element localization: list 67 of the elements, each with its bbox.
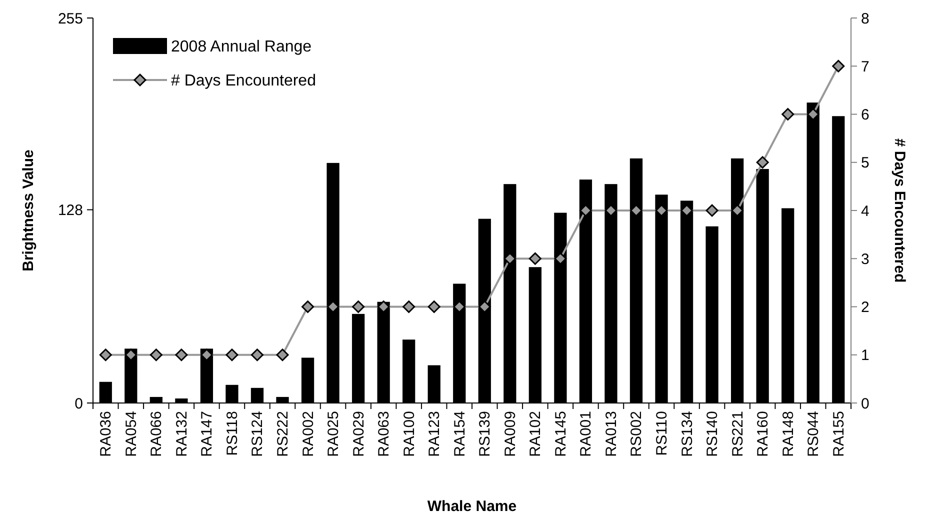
point (756, 156, 769, 169)
y2-tick-label: 5 (861, 154, 870, 172)
y-axis-title: Brightness Value (20, 150, 37, 272)
point (402, 300, 416, 313)
point (832, 60, 845, 72)
x-tick-label: RA155 (830, 411, 848, 457)
point (377, 300, 390, 313)
point (326, 300, 340, 313)
x-tick-label: RS044 (805, 411, 822, 457)
y-tick-label: 128 (58, 202, 83, 219)
point (528, 252, 542, 265)
x-tick-label: RS222 (274, 411, 292, 457)
x-tick-label: RA036 (98, 411, 115, 457)
x-tick-label: RA132 (173, 411, 190, 457)
x-axis-title: Whale Name (427, 498, 517, 515)
x-tick-label: RA001 (578, 411, 595, 457)
point (428, 300, 440, 313)
x-tick-label: RS110 (654, 411, 670, 456)
x-tick-label: RS221 (729, 411, 746, 457)
x-tick-label: RA025 (325, 411, 342, 457)
point (99, 348, 112, 362)
y-tick-label: 0 (74, 395, 83, 412)
point (302, 300, 314, 313)
point (806, 108, 820, 120)
x-tick-label: RS139 (476, 411, 494, 457)
x-tick-label: RA066 (148, 411, 166, 457)
point (478, 300, 491, 313)
x-tick-label: RA160 (754, 411, 772, 457)
point (276, 348, 289, 362)
y2-tick-label: 6 (861, 106, 870, 124)
point (352, 300, 365, 313)
y2-tick-label: 2 (861, 299, 870, 316)
point (226, 348, 238, 362)
y2-tick-label: 8 (861, 10, 870, 28)
legend-label: # Days Encountered (171, 72, 316, 90)
x-tick-label: RA054 (122, 411, 140, 457)
y2-tick-label: 0 (861, 395, 870, 412)
x-tick-label: RA009 (502, 411, 519, 457)
x-tick-label: RA148 (780, 411, 797, 457)
point (782, 108, 794, 120)
x-tick-label: RA013 (602, 411, 620, 457)
y-tick-label: 255 (58, 10, 83, 28)
legend-label: 2008 Annual Range (171, 38, 312, 56)
point (175, 348, 188, 362)
x-tick-label: RA063 (376, 411, 393, 457)
x-tick-label: RS118 (224, 411, 241, 456)
y2-tick-label: 3 (861, 250, 870, 268)
x-tick-label: RA102 (527, 411, 544, 457)
point (706, 204, 718, 217)
x-tick-label: RA002 (300, 411, 317, 457)
y2-axis-title: # Days Encountered (891, 138, 908, 283)
x-tick-label: RS002 (628, 411, 646, 457)
y2-tick-label: 7 (861, 58, 870, 76)
x-tick-label: RA145 (552, 411, 570, 457)
x-tick-label: RS124 (249, 411, 266, 457)
x-tick-label: RA100 (400, 411, 418, 457)
point (150, 348, 162, 362)
x-tick-label: RS134 (678, 411, 696, 457)
x-tick-label: RS140 (704, 411, 722, 457)
y2-tick-label: 4 (861, 202, 870, 220)
x-tick-label: RA154 (451, 411, 468, 457)
x-tick-label: RA147 (198, 411, 216, 457)
x-tick-label: RA029 (350, 411, 368, 457)
y2-tick-label: 1 (861, 347, 870, 364)
x-tick-label: RA123 (426, 411, 444, 457)
point (250, 348, 264, 362)
point (453, 300, 466, 313)
